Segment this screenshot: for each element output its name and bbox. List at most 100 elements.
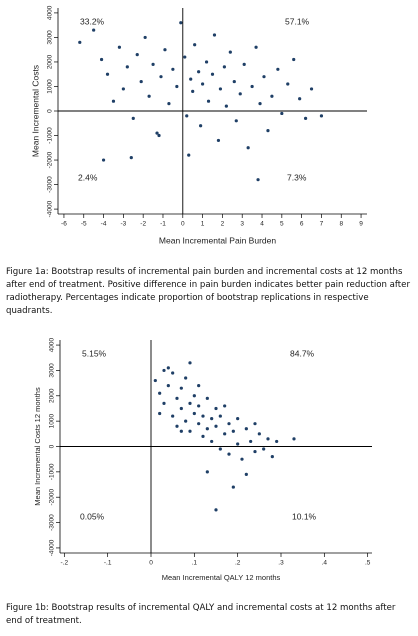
- y-tick-label: -2000: [47, 151, 54, 168]
- point: [224, 104, 228, 108]
- point: [227, 452, 231, 456]
- point: [256, 178, 260, 182]
- point: [175, 424, 179, 428]
- point: [179, 429, 183, 433]
- x-tick-label: 2: [221, 221, 225, 228]
- caption: Figure 1a: Bootstrap results of incremen…: [6, 267, 410, 316]
- x-tick-label: .5: [365, 560, 371, 567]
- point: [162, 401, 166, 405]
- point: [270, 94, 274, 98]
- point: [157, 133, 161, 138]
- point: [319, 114, 324, 118]
- x-tick-label: -.1: [104, 560, 112, 567]
- y-tick-label: 3000: [47, 30, 54, 45]
- point: [262, 75, 266, 79]
- point: [231, 485, 235, 489]
- point: [214, 508, 218, 512]
- point: [183, 55, 187, 59]
- point: [204, 60, 209, 64]
- point: [188, 361, 192, 365]
- point: [236, 417, 240, 421]
- point: [92, 28, 96, 32]
- point: [240, 457, 244, 461]
- point: [155, 131, 159, 135]
- x-tick-label: 5: [280, 221, 284, 228]
- caption: Figure 1b: Bootstrap results of incremen…: [6, 603, 396, 626]
- quadrant-label: 5.15%: [82, 348, 107, 358]
- point: [185, 114, 189, 118]
- point: [188, 401, 192, 405]
- point: [249, 439, 253, 444]
- point: [187, 153, 191, 157]
- point: [298, 97, 302, 101]
- point: [125, 65, 129, 69]
- y-tick-label: 1000: [47, 79, 54, 94]
- point: [158, 391, 162, 395]
- y-tick-label: -1000: [49, 463, 56, 480]
- point: [191, 89, 195, 93]
- point: [309, 87, 314, 91]
- y-tick-label: 2000: [47, 54, 54, 69]
- point: [166, 366, 170, 370]
- point: [205, 396, 209, 400]
- quadrant-label: 33.2%: [80, 16, 105, 26]
- point: [218, 447, 222, 451]
- point: [218, 87, 223, 91]
- x-tick-label: 0: [181, 221, 185, 228]
- x-tick-label: 8: [339, 221, 343, 228]
- x-tick-label: -5: [81, 221, 87, 228]
- point: [210, 417, 214, 421]
- point: [262, 447, 266, 451]
- quadrant-label: 2.4%: [78, 172, 98, 182]
- point: [266, 129, 270, 133]
- x-axis-label: Mean Incremental QALY 12 months: [162, 573, 281, 582]
- point: [105, 72, 110, 76]
- x-tick-label: -1: [160, 221, 166, 228]
- point: [210, 72, 215, 76]
- point: [266, 437, 270, 441]
- point: [286, 82, 290, 86]
- x-tick-label: -3: [120, 221, 126, 228]
- point: [253, 422, 257, 426]
- point: [236, 442, 240, 446]
- y-tick-label: -4000: [47, 200, 54, 217]
- point: [197, 70, 201, 74]
- x-tick-label: .1: [192, 560, 198, 567]
- point: [171, 67, 175, 71]
- quadrant-label: 0.05%: [80, 511, 105, 521]
- point: [188, 429, 192, 433]
- point: [218, 414, 222, 418]
- point: [246, 146, 250, 150]
- point: [135, 52, 139, 57]
- point: [292, 57, 296, 62]
- point: [227, 422, 231, 426]
- x-tick-label: 6: [300, 221, 304, 228]
- point: [214, 424, 218, 428]
- y-tick-label: -2000: [49, 489, 56, 506]
- point: [231, 429, 235, 433]
- y-tick-label: -4000: [49, 539, 56, 556]
- point: [258, 102, 262, 106]
- y-tick-label: 3000: [49, 363, 56, 378]
- x-tick-label: 3: [240, 221, 244, 228]
- point: [179, 386, 183, 390]
- point: [193, 43, 197, 47]
- x-tick-label: -.2: [61, 560, 69, 567]
- y-tick-label: 4000: [47, 5, 54, 20]
- point: [199, 124, 203, 128]
- x-tick-label: 4: [260, 221, 264, 228]
- point: [303, 116, 308, 120]
- y-tick-label: 0: [49, 444, 56, 448]
- point: [197, 384, 201, 388]
- point: [151, 62, 155, 67]
- point: [242, 62, 246, 67]
- x-tick-label: .2: [235, 560, 241, 567]
- point: [244, 427, 248, 431]
- point: [101, 158, 106, 162]
- quadrant-label: 84.7%: [290, 348, 315, 358]
- x-tick-label: 7: [320, 221, 324, 228]
- point: [139, 79, 143, 84]
- point: [166, 384, 170, 388]
